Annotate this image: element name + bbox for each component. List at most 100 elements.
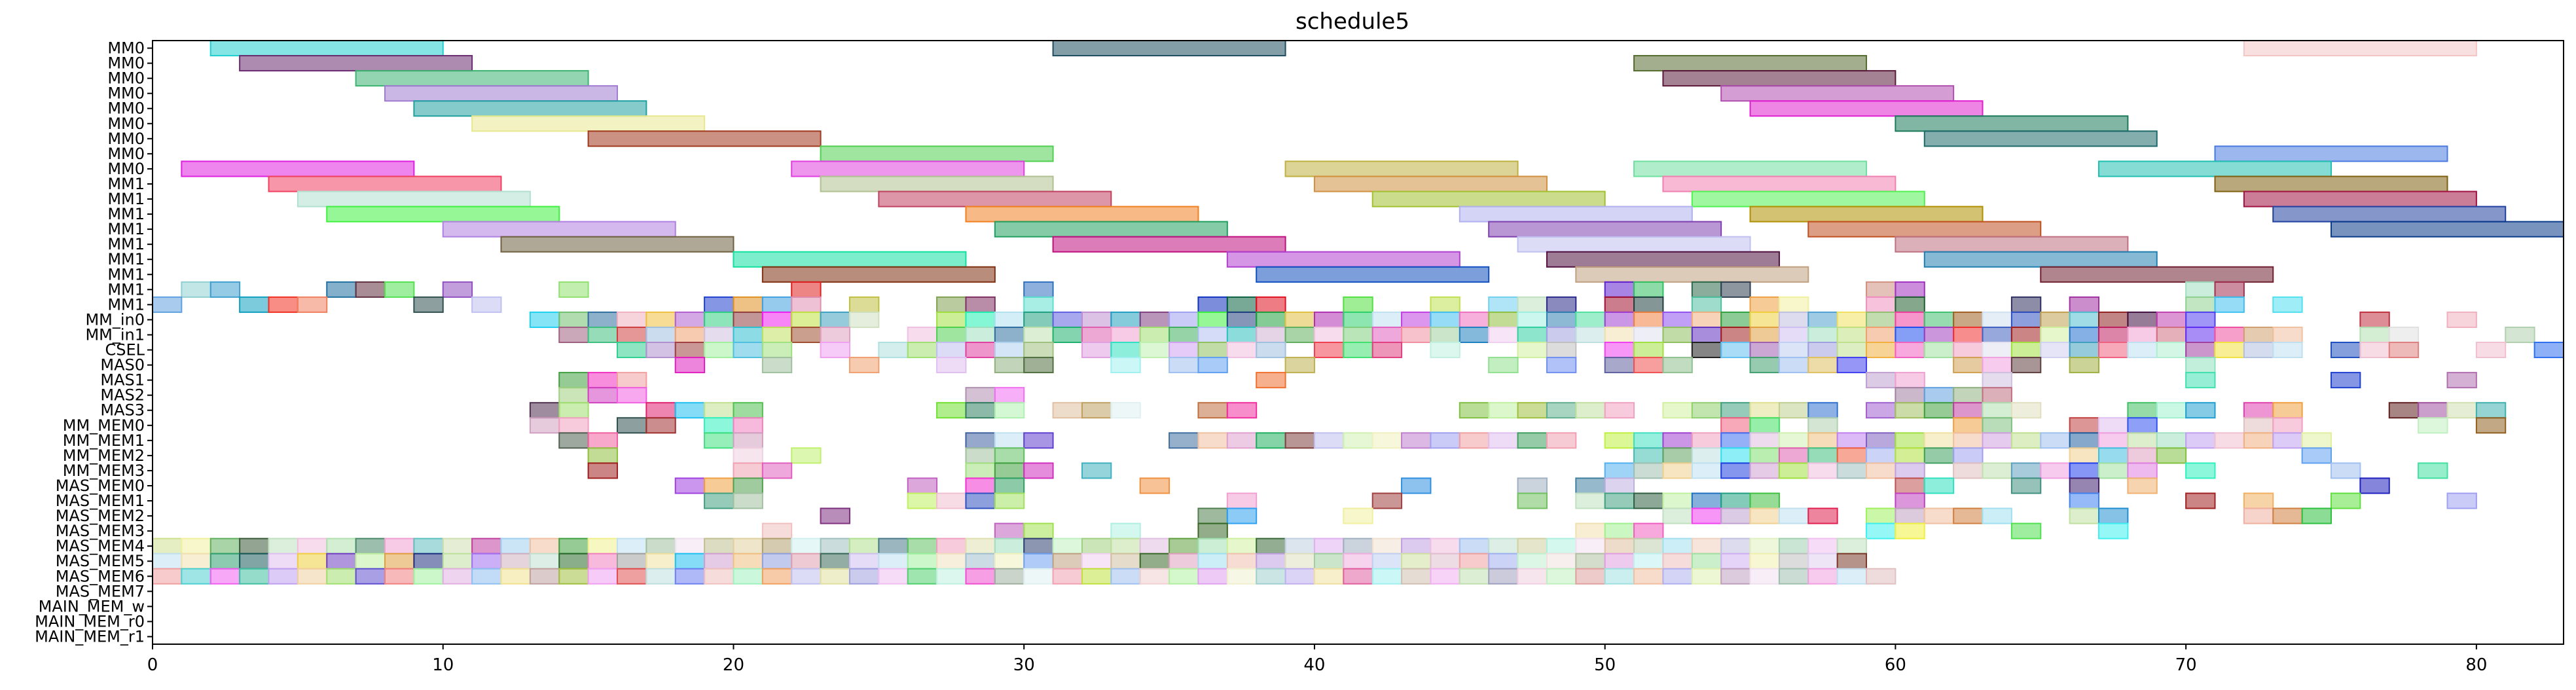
task-bar xyxy=(1982,432,2012,449)
x-tick-label: 10 xyxy=(432,655,454,675)
task-bar xyxy=(268,296,299,313)
task-bar xyxy=(1517,432,1548,449)
task-bar xyxy=(1343,296,1373,313)
task-bar xyxy=(1633,160,1868,177)
task-bar xyxy=(2010,432,2042,449)
task-bar xyxy=(616,342,647,359)
task-bar xyxy=(733,432,763,449)
task-bar xyxy=(1139,477,1170,494)
task-bar xyxy=(1953,326,1984,344)
task-bar xyxy=(820,553,850,570)
task-bar xyxy=(1371,326,1403,344)
task-bar xyxy=(384,537,415,554)
task-bar xyxy=(471,115,706,132)
task-bar xyxy=(1691,553,1722,570)
task-bar xyxy=(1691,296,1722,313)
task-bar xyxy=(529,417,560,434)
task-bar xyxy=(1923,387,1955,404)
task-bar xyxy=(587,447,618,464)
task-bar xyxy=(1284,357,1315,374)
y-tick-label: MAS2 xyxy=(100,386,145,405)
task-bar xyxy=(1430,296,1460,313)
task-bar xyxy=(209,553,241,570)
task-bar xyxy=(1720,432,1751,449)
task-bar xyxy=(1953,507,1984,524)
task-bar xyxy=(587,537,618,554)
task-bar xyxy=(326,568,357,585)
task-bar xyxy=(355,281,386,298)
task-bar xyxy=(616,537,647,554)
task-bar xyxy=(1749,296,1780,313)
task-bar xyxy=(1169,432,1199,449)
task-bar xyxy=(1110,342,1141,359)
task-bar xyxy=(1197,432,1228,449)
task-bar xyxy=(994,537,1025,554)
task-bar xyxy=(2418,417,2448,434)
y-tick-label: MM1 xyxy=(107,220,145,238)
task-bar xyxy=(1895,477,1925,494)
task-bar xyxy=(2098,432,2129,449)
task-bar xyxy=(1953,462,1984,479)
task-bar xyxy=(2127,477,2158,494)
task-bar xyxy=(1430,568,1460,585)
task-bar xyxy=(1459,402,1490,419)
task-bar xyxy=(1575,492,1606,509)
task-bar xyxy=(558,568,589,585)
task-bar xyxy=(558,281,589,298)
task-bar xyxy=(1517,342,1548,359)
task-bar xyxy=(2010,402,2042,419)
task-bar xyxy=(1720,507,1751,524)
task-bar xyxy=(1691,492,1722,509)
task-bar xyxy=(1923,251,2158,268)
task-bar xyxy=(1691,432,1722,449)
task-bar xyxy=(1401,432,1432,449)
task-bar xyxy=(2214,281,2245,298)
task-bar xyxy=(994,432,1025,449)
task-bar xyxy=(1023,568,1054,585)
task-bar xyxy=(529,568,560,585)
task-bar xyxy=(2069,311,2100,328)
task-bar xyxy=(704,492,735,509)
task-bar xyxy=(1604,432,1635,449)
task-bar xyxy=(181,160,415,177)
task-bar xyxy=(1691,191,1925,208)
task-bar xyxy=(1662,568,1693,585)
task-bar xyxy=(1023,357,1054,374)
task-bar xyxy=(1110,402,1141,419)
task-bar xyxy=(616,311,647,328)
task-bar xyxy=(1604,326,1635,344)
task-bar xyxy=(529,402,560,419)
task-bar xyxy=(2214,432,2245,449)
task-bar xyxy=(2185,357,2216,374)
task-bar xyxy=(1895,492,1925,509)
task-bar xyxy=(936,357,967,374)
task-bar xyxy=(1371,432,1403,449)
task-bars xyxy=(152,40,2564,585)
task-bar xyxy=(1749,417,1780,434)
task-bar xyxy=(848,311,880,328)
task-bar xyxy=(1488,326,1519,344)
task-bar xyxy=(1313,175,1548,192)
task-bar xyxy=(587,311,618,328)
task-bar xyxy=(2040,311,2071,328)
task-bar xyxy=(2475,342,2507,359)
y-tick-label: MM0 xyxy=(107,100,145,118)
task-bar xyxy=(1459,206,1693,223)
task-bar xyxy=(152,537,183,554)
task-bar xyxy=(994,447,1025,464)
task-bar xyxy=(1778,568,1809,585)
task-bar xyxy=(965,568,996,585)
task-bar xyxy=(1546,568,1577,585)
task-bar xyxy=(761,326,793,344)
task-bar xyxy=(2418,462,2448,479)
task-bar xyxy=(1488,568,1519,585)
task-bar xyxy=(1720,537,1751,554)
task-bar xyxy=(1662,175,1896,192)
task-bar xyxy=(239,568,270,585)
task-bar xyxy=(704,402,735,419)
task-bar xyxy=(936,568,967,585)
task-bar xyxy=(1110,311,1141,328)
task-bar xyxy=(1662,402,1693,419)
task-bar xyxy=(2185,462,2216,479)
task-bar xyxy=(1459,311,1490,328)
